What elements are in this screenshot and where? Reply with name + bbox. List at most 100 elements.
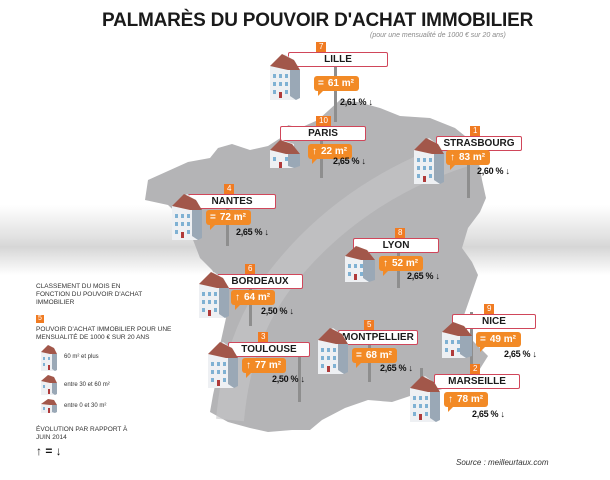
arrow-down-icon: ↓ <box>532 349 537 359</box>
surface-value: 83 m² <box>459 152 486 163</box>
rate-value: 2,65 % ↓ <box>472 409 505 419</box>
surface-badge: ↑ 22 m² <box>308 144 353 164</box>
building-medium-icon <box>41 375 57 395</box>
rank-badge: 2 <box>470 364 481 374</box>
surface-value: 64 m² <box>244 292 271 303</box>
rate-value: 2,65 % ↓ <box>504 349 537 359</box>
trend-icon: ↑ <box>450 152 455 163</box>
city-sign: MONTPELLIER <box>338 330 418 345</box>
sign-pole <box>467 148 470 198</box>
building-large-icon <box>41 345 57 371</box>
building-icon <box>414 138 444 184</box>
legend-ranking-title: CLASSEMENT DU MOIS EN FONCTION DU POUVOI… <box>36 283 143 306</box>
trend-icon: = <box>318 78 324 89</box>
rank-badge: 8 <box>395 228 406 238</box>
city-sign: MARSEILLE <box>434 374 520 389</box>
trend-icon: ↑ <box>246 360 251 371</box>
surface-badge: ↑ 83 m² <box>446 150 491 170</box>
city-marker-paris[interactable]: 10 PARIS ↑ 22 m² 2,65 % ↓ <box>268 116 408 206</box>
city-sign: LYON <box>353 238 439 253</box>
surface-badge: = 72 m² <box>206 210 251 230</box>
rate-value: 2,65 % ↓ <box>333 156 366 166</box>
rate-value: 2,61 % ↓ <box>340 97 373 107</box>
city-marker-marseille[interactable]: 2 MARSEILLE ↑ 78 m² 2,65 % ↓ <box>408 364 548 454</box>
building-icon <box>270 54 300 100</box>
city-marker-toulouse[interactable]: 3 TOULOUSE ↑ 77 m² 2,50 % ↓ <box>206 332 346 422</box>
surface-value: 72 m² <box>219 212 246 223</box>
arrow-down-icon: ↓ <box>264 227 269 237</box>
trend-icon: ↑ <box>235 292 240 303</box>
surface-value: 61 m² <box>327 78 354 89</box>
surface-badge: = 49 m² <box>476 332 521 352</box>
arrow-down-icon: ↓ <box>361 156 366 166</box>
legend-size-small: entre 0 et 30 m² <box>36 398 196 420</box>
building-icon <box>172 194 202 240</box>
surface-badge: ↑ 78 m² <box>444 392 489 412</box>
arrow-down-icon: ↓ <box>368 97 373 107</box>
building-icon <box>270 140 300 168</box>
sign-pole <box>420 368 423 378</box>
city-marker-montpellier[interactable]: 5 MONTPELLIER = 68 m² 2,65 % ↓ <box>316 320 456 410</box>
surface-value: 22 m² <box>321 146 348 157</box>
trend-icon: = <box>210 212 216 223</box>
building-icon <box>345 246 375 282</box>
surface-value: 68 m² <box>365 350 392 361</box>
rank-badge: 5 <box>364 320 375 330</box>
city-sign: PARIS <box>280 126 366 141</box>
city-marker-lille[interactable]: 7 LILLE = 61 m² 2,61 % ↓ <box>268 42 408 132</box>
city-sign: NANTES <box>188 194 276 209</box>
rate-value: 2,65 % ↓ <box>236 227 269 237</box>
arrow-down-icon: ↓ <box>435 271 440 281</box>
legend-size-label: entre 0 et 30 m² <box>64 403 107 409</box>
rank-badge: 3 <box>258 332 269 342</box>
legend-size-label: entre 30 et 60 m² <box>64 382 110 388</box>
rank-badge: 7 <box>316 42 327 52</box>
trend-icon: = <box>480 334 486 345</box>
rank-badge: 6 <box>245 264 256 274</box>
city-marker-nantes[interactable]: 4 NANTES = 72 m² 2,65 % ↓ <box>170 184 310 274</box>
rate-value: 2,50 % ↓ <box>272 374 305 384</box>
trend-icon: ↑ <box>448 394 453 405</box>
surface-value: 77 m² <box>255 360 282 371</box>
rank-badge: 9 <box>484 304 495 314</box>
surface-badge: = 61 m² <box>314 76 359 96</box>
trend-icon: = <box>356 350 362 361</box>
city-marker-strasbourg[interactable]: 1 STRASBOURG ↑ 83 m² 2,60 % ↓ <box>412 126 552 216</box>
surface-value: 52 m² <box>392 258 419 269</box>
building-icon <box>318 328 348 374</box>
arrow-down-icon: ↓ <box>300 374 305 384</box>
rank-badge: 10 <box>316 116 331 126</box>
surface-badge: = 68 m² <box>352 348 397 368</box>
city-marker-nice[interactable]: 9 NICE = 49 m² 2,65 % ↓ <box>440 304 580 394</box>
legend-rank-example: 5 <box>36 315 44 323</box>
city-sign: STRASBOURG <box>436 136 522 151</box>
arrow-down-icon: ↓ <box>505 166 510 176</box>
rate-value: 2,50 % ↓ <box>261 306 294 316</box>
city-sign: BORDEAUX <box>217 274 303 289</box>
legend-size-label: 60 m² et plus <box>64 354 99 360</box>
rank-badge: 1 <box>470 126 481 136</box>
arrow-down-icon: ↓ <box>289 306 294 316</box>
sign-pole <box>249 286 252 326</box>
source-credit: Source : meilleurtaux.com <box>456 458 549 467</box>
city-marker-lyon[interactable]: 8 LYON ↑ 52 m² 2,65 % ↓ <box>343 228 483 318</box>
sign-pole <box>226 206 229 246</box>
building-icon <box>442 322 472 358</box>
surface-badge: ↑ 52 m² <box>379 256 424 276</box>
city-marker-bordeaux[interactable]: 6 BORDEAUX ↑ 64 m² 2,50 % ↓ <box>197 264 337 354</box>
rate-value: 2,65 % ↓ <box>407 271 440 281</box>
trend-icon: ↑ <box>312 146 317 157</box>
city-sign: TOULOUSE <box>228 342 310 357</box>
page-subtitle: (pour une mensualité de 1000 € sur 20 an… <box>370 32 506 39</box>
legend-evolution-arrows: ↑ = ↓ <box>36 444 62 458</box>
rank-badge: 4 <box>224 184 235 194</box>
surface-value: 78 m² <box>457 394 484 405</box>
building-icon <box>208 342 238 388</box>
building-icon <box>410 376 440 422</box>
legend-evolution-title: ÉVOLUTION PAR RAPPORT À JUIN 2014 <box>36 426 128 441</box>
city-sign: NICE <box>452 314 536 329</box>
building-small-icon <box>41 399 57 413</box>
surface-value: 49 m² <box>489 334 516 345</box>
sign-pole <box>298 342 301 402</box>
surface-badge: ↑ 77 m² <box>242 358 287 378</box>
